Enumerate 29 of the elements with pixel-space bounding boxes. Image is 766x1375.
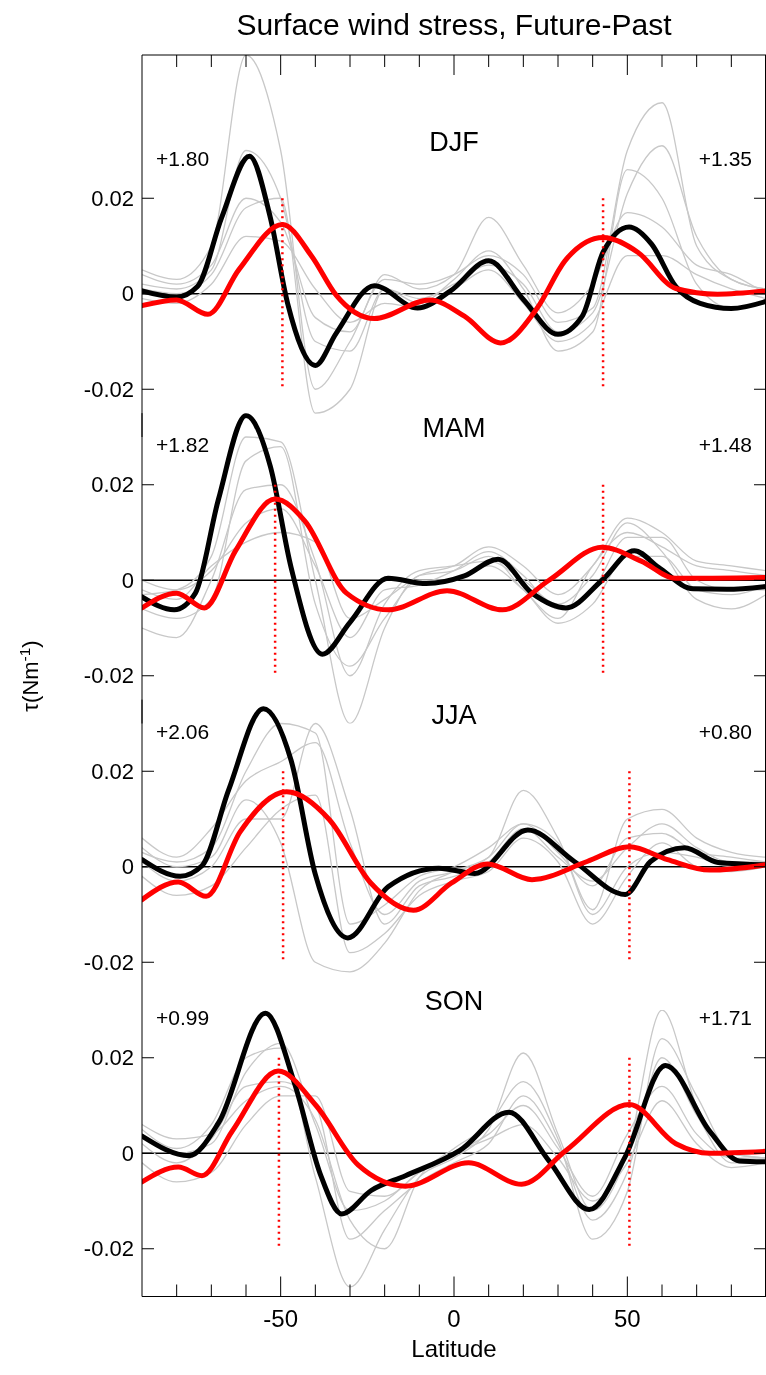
annotation: +1.35 [698, 146, 752, 170]
y-tick-label: 0 [121, 281, 134, 307]
annotation: +1.82 [156, 433, 210, 457]
y-tick-label: 0.02 [91, 185, 134, 211]
y-tick-label: -0.02 [83, 663, 134, 689]
y-tick-label: 0.02 [91, 472, 134, 498]
chart-subtitle: MAM [422, 413, 486, 444]
y-tick-label: 0 [121, 854, 134, 880]
text: DJF [429, 126, 479, 157]
chart-subtitle: SON [424, 986, 484, 1017]
x-tick-label: 50 [613, 1304, 641, 1332]
annotation: +2.06 [156, 719, 210, 743]
y-tick-label: 0 [121, 1140, 134, 1166]
chart-title: Surface wind stress, Future-Past [236, 8, 673, 41]
y-tick-label: 0.02 [91, 1045, 134, 1071]
annotation: +0.99 [156, 1006, 210, 1030]
y-tick-label: -0.02 [83, 376, 134, 402]
y-tick-label: -0.02 [83, 1236, 134, 1262]
x-tick-label: -50 [263, 1304, 299, 1332]
x-axis-title: Latitude [411, 1334, 497, 1362]
y-tick-label: 0.02 [91, 758, 134, 784]
annotation: +1.71 [698, 1006, 752, 1030]
annotation: +1.48 [698, 433, 752, 457]
y-tick-label: -0.02 [83, 949, 134, 975]
annotation: +0.80 [698, 719, 752, 743]
annotation: +1.80 [156, 146, 210, 170]
y-tick-label: 0 [121, 567, 134, 593]
x-tick-label: 0 [447, 1304, 461, 1332]
chart-subtitle: JJA [431, 699, 477, 730]
